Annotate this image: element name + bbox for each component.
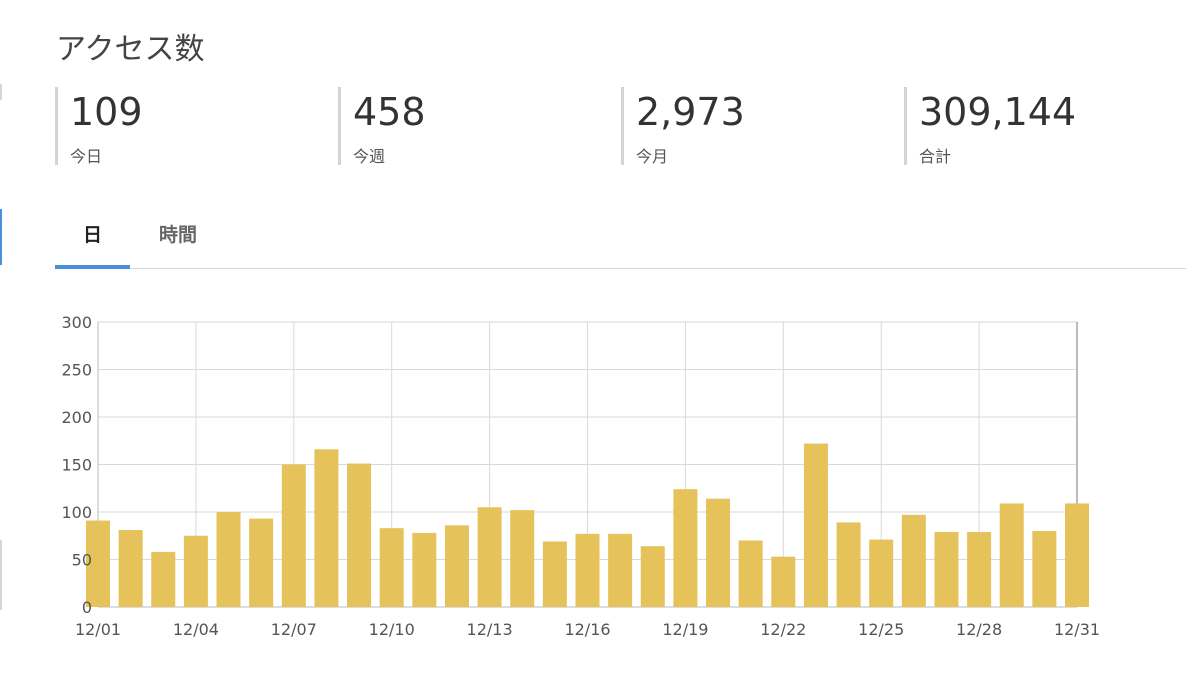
bar-12-24[interactable] (836, 522, 861, 607)
bar-12-13[interactable] (477, 507, 502, 607)
bar-12-12[interactable] (444, 525, 469, 607)
x-tick-label: 12/07 (271, 620, 317, 639)
bar-12-05[interactable] (216, 512, 241, 607)
y-tick-label: 0 (82, 598, 92, 617)
bar-12-22[interactable] (771, 556, 796, 607)
y-tick-label: 50 (72, 551, 92, 570)
bar-12-26[interactable] (901, 514, 926, 607)
bar-12-07[interactable] (281, 464, 306, 608)
y-tick-label: 150 (61, 456, 92, 475)
stat-label: 今月 (636, 147, 669, 166)
stat-value: 2,973 (636, 90, 745, 134)
x-tick-label: 12/31 (1054, 620, 1100, 639)
bar-12-25[interactable] (869, 539, 894, 607)
x-tick-label: 12/22 (760, 620, 806, 639)
bar-12-09[interactable] (347, 463, 372, 607)
bar-12-23[interactable] (803, 443, 828, 607)
y-tick-label: 100 (61, 503, 92, 522)
stat-label: 合計 (919, 147, 952, 166)
stat-month: 2,973 今月 (621, 87, 894, 166)
bar-12-11[interactable] (412, 532, 437, 607)
stats-row: 109 今日 458 今週 2,973 今月 309,144 合計 (55, 87, 1185, 166)
stat-label: 今日 (70, 147, 103, 166)
active-tab-indicator (55, 265, 130, 269)
bar-12-03[interactable] (151, 551, 176, 607)
bar-12-01[interactable] (86, 520, 110, 607)
edge-accent-marker (0, 209, 2, 265)
x-tick-label: 12/19 (662, 620, 708, 639)
x-tick-label: 12/16 (564, 620, 610, 639)
bar-12-17[interactable] (608, 533, 633, 607)
tab-day[interactable]: 日 (82, 224, 102, 246)
stat-today: 109 今日 (55, 87, 328, 166)
edge-divider (0, 540, 2, 610)
bar-12-21[interactable] (738, 540, 763, 608)
y-tick-label: 200 (61, 408, 92, 427)
x-tick-label: 12/28 (956, 620, 1002, 639)
edge-divider (0, 84, 2, 100)
stat-value: 458 (353, 90, 426, 134)
x-tick-label: 12/25 (858, 620, 904, 639)
stat-total: 309,144 合計 (904, 87, 1177, 166)
bar-12-28[interactable] (967, 531, 992, 607)
y-tick-label: 250 (61, 361, 92, 380)
y-tick-label: 300 (61, 313, 92, 332)
bar-12-20[interactable] (706, 498, 731, 607)
bar-12-30[interactable] (1032, 531, 1057, 607)
bar-12-19[interactable] (673, 489, 698, 607)
bar-12-29[interactable] (999, 503, 1024, 607)
bar-12-08[interactable] (314, 449, 339, 607)
page-title: アクセス数 (56, 32, 205, 67)
tab-bar: 日 時間 (55, 206, 1186, 269)
stat-value: 309,144 (919, 90, 1077, 134)
bar-12-27[interactable] (934, 531, 959, 607)
stat-label: 今週 (353, 147, 386, 166)
bar-12-31[interactable] (1065, 503, 1089, 607)
bar-12-02[interactable] (118, 530, 143, 607)
tab-hour[interactable]: 時間 (158, 224, 197, 246)
stat-value: 109 (70, 90, 143, 134)
x-tick-label: 12/01 (75, 620, 121, 639)
bar-12-18[interactable] (640, 546, 665, 607)
bar-12-04[interactable] (183, 535, 208, 607)
bar-12-14[interactable] (510, 510, 535, 607)
bar-12-10[interactable] (379, 528, 404, 607)
bar-12-06[interactable] (249, 518, 274, 607)
bar-12-16[interactable] (575, 533, 600, 607)
x-tick-label: 12/04 (173, 620, 219, 639)
bar-12-15[interactable] (542, 541, 567, 607)
stat-week: 458 今週 (338, 87, 611, 166)
x-tick-label: 12/10 (369, 620, 415, 639)
access-bar-chart: 0 50 100 150 200 250 300 12/01 12/04 12/07 12/10 1… (61, 313, 1100, 639)
x-tick-label: 12/13 (467, 620, 513, 639)
